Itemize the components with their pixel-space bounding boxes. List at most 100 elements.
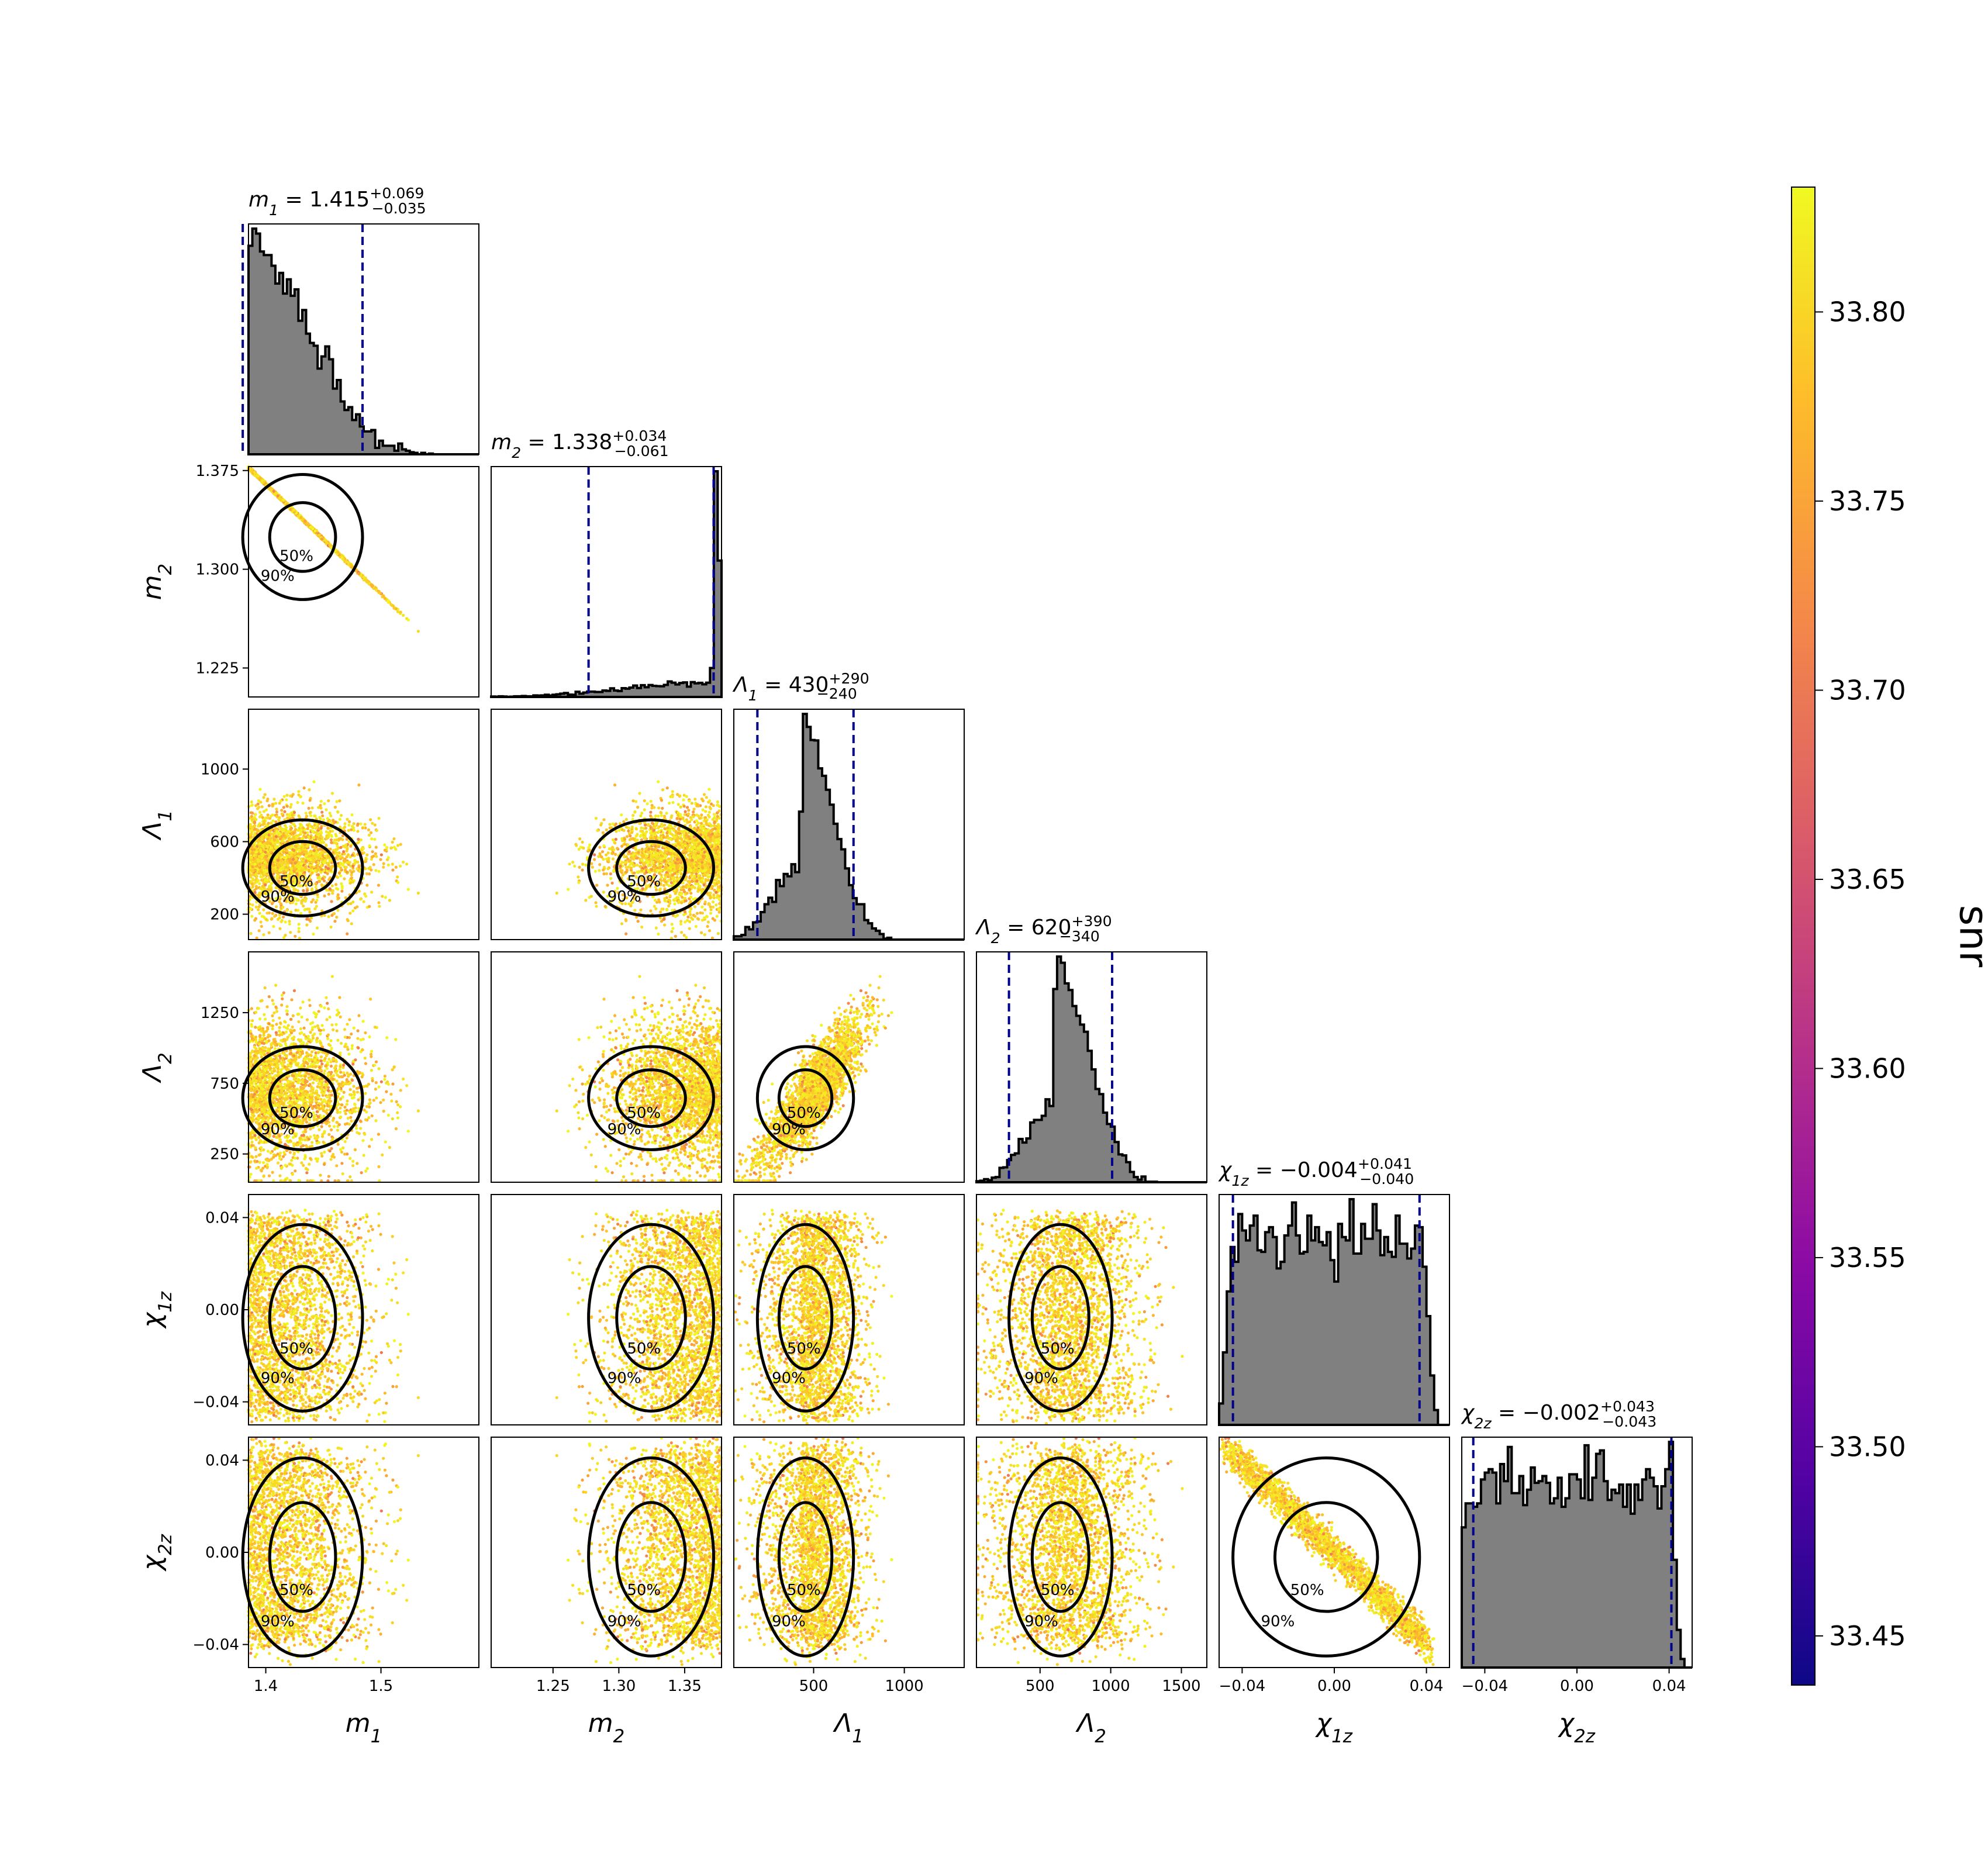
sample-point xyxy=(322,819,325,821)
sample-point xyxy=(281,919,284,922)
sample-point xyxy=(328,544,331,547)
sample-point xyxy=(402,614,405,617)
marginal-title-m2: m2 = 1.338+0.034 −0.061 xyxy=(491,427,669,461)
contour-label: 50% xyxy=(279,548,313,565)
sample-point xyxy=(370,890,373,893)
sample-point xyxy=(350,565,353,568)
title-sub: 1 xyxy=(269,202,278,219)
sample-point xyxy=(319,817,322,820)
sample-point xyxy=(374,823,377,826)
sample-point xyxy=(317,534,320,537)
sample-point xyxy=(336,551,339,554)
sample-point xyxy=(264,793,267,796)
sample-point xyxy=(379,858,382,861)
sample-point xyxy=(254,813,257,816)
sample-point xyxy=(305,814,308,817)
sample-point xyxy=(335,887,338,890)
sample-point xyxy=(310,900,313,903)
panel-frame xyxy=(491,467,722,697)
sample-point xyxy=(340,890,343,893)
sample-point xyxy=(323,895,326,897)
sample-point xyxy=(249,932,252,935)
sample-point xyxy=(343,877,346,880)
sample-point xyxy=(272,798,275,800)
sample-point xyxy=(335,916,338,919)
sample-point xyxy=(367,829,370,831)
y-axis-label-m2: m2 xyxy=(137,564,176,600)
sample-point xyxy=(289,931,292,934)
sample-point xyxy=(303,520,306,523)
title-name: m xyxy=(491,430,512,454)
panel-m1-m1: m1 = 1.415+0.069 −0.035 xyxy=(243,185,479,454)
sample-point xyxy=(363,576,365,579)
sample-point xyxy=(292,509,295,512)
sample-point xyxy=(250,915,253,918)
sample-point xyxy=(375,829,378,832)
title-minus: −0.061 xyxy=(614,443,668,460)
sample-point xyxy=(297,790,300,793)
sample-point xyxy=(289,803,292,806)
sample-point xyxy=(405,862,408,865)
sample-point xyxy=(370,584,372,586)
sample-point xyxy=(295,902,298,905)
sample-point xyxy=(417,630,420,633)
sample-point xyxy=(288,920,291,923)
sample-point xyxy=(260,479,263,482)
sample-point xyxy=(342,850,345,853)
sample-point xyxy=(395,607,398,610)
sample-point xyxy=(365,883,368,886)
sample-point xyxy=(371,822,374,825)
panel-L1-m1: 50%90%2006001000Λ1 xyxy=(137,709,479,940)
sample-point xyxy=(353,862,356,865)
sample-point xyxy=(378,905,381,908)
sample-point xyxy=(402,861,405,864)
sample-point xyxy=(308,910,311,913)
sample-point xyxy=(298,923,301,926)
sample-point xyxy=(308,907,310,910)
sample-point xyxy=(356,861,359,864)
sample-point xyxy=(365,581,368,584)
sample-point xyxy=(333,920,336,923)
sample-point xyxy=(278,497,281,500)
sample-point xyxy=(329,926,332,928)
sample-point xyxy=(339,874,342,877)
sample-point xyxy=(274,492,277,495)
title-plus: +0.034 xyxy=(612,427,667,444)
sample-point xyxy=(275,807,278,810)
sample-point xyxy=(286,805,289,807)
sample-point xyxy=(272,489,275,492)
sample-point xyxy=(370,831,372,834)
sample-point xyxy=(257,475,260,478)
sample-point xyxy=(277,494,279,497)
sample-point xyxy=(350,813,353,816)
sample-point xyxy=(299,823,302,826)
sample-point xyxy=(360,838,363,841)
sample-point xyxy=(282,916,285,919)
sample-point xyxy=(282,499,285,502)
sample-point xyxy=(391,604,394,607)
sample-point xyxy=(345,560,348,563)
panel-m2-m2: m2 = 1.338+0.034 −0.061 xyxy=(491,427,722,697)
title-median: = 1.338 xyxy=(521,430,612,454)
title-name: m xyxy=(248,188,269,212)
sample-point xyxy=(250,800,253,803)
sample-point xyxy=(313,529,316,532)
sample-point xyxy=(387,599,390,602)
marginal-title-m1: m1 = 1.415+0.069 −0.035 xyxy=(248,185,426,219)
title-plus: +0.069 xyxy=(370,185,424,202)
histogram-m2 xyxy=(491,471,722,697)
sample-point xyxy=(399,610,402,613)
sample-point xyxy=(281,906,284,909)
sample-point xyxy=(357,572,360,575)
sample-point xyxy=(299,912,302,915)
sample-point xyxy=(320,537,323,540)
sample-point xyxy=(368,905,371,908)
sample-point xyxy=(282,806,285,809)
sample-point xyxy=(329,887,332,890)
sample-point xyxy=(268,804,271,807)
sample-point xyxy=(357,823,360,826)
sample-point xyxy=(297,829,300,832)
y-axis-label-m2-name: m xyxy=(137,575,167,600)
